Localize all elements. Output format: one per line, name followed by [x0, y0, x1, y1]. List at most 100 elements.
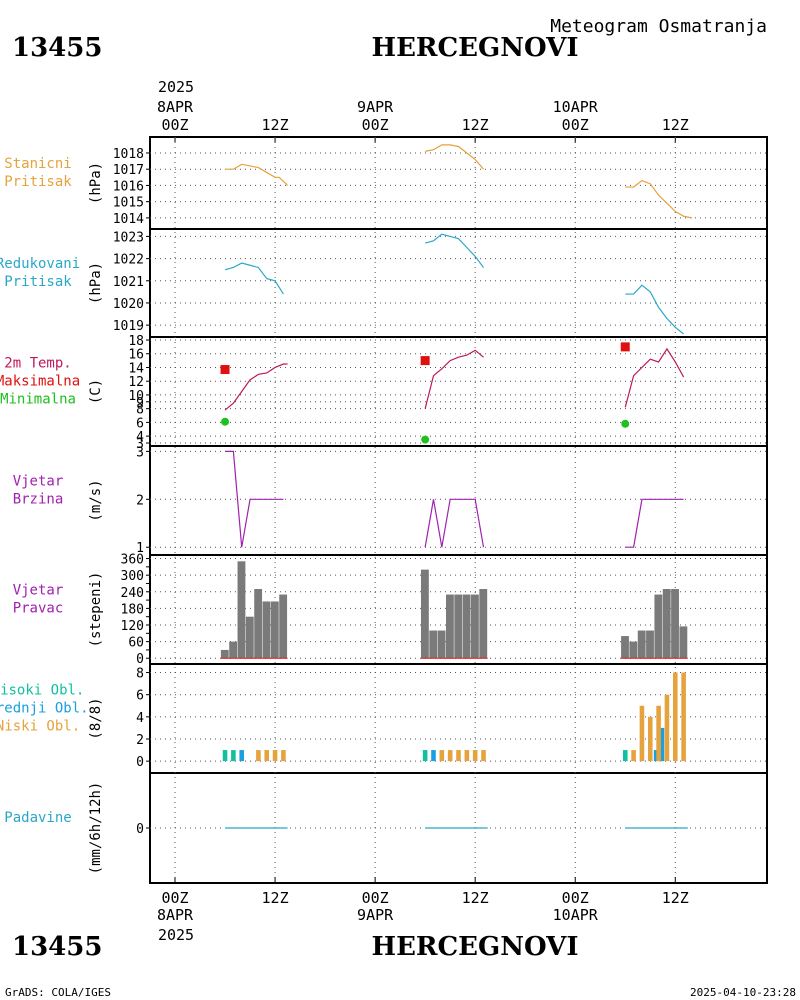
- y-tick-label: 1022: [113, 253, 144, 268]
- wind-direction-bar: [254, 589, 263, 659]
- y-tick-label: 300: [121, 569, 144, 584]
- y-tick-label: 1019: [113, 319, 144, 334]
- y-tick-label: 0: [136, 652, 144, 667]
- cloud-bar-cloud-low: [447, 750, 453, 762]
- wind-direction-bar: [671, 589, 679, 659]
- reduced-pressure-series-line: [424, 233, 484, 268]
- panel-label: Minimalna: [0, 392, 76, 408]
- y-tick-label: 1014: [113, 212, 144, 227]
- wind-direction-bar: [621, 636, 629, 659]
- panel-label: 2m Temp.: [4, 356, 71, 372]
- panel-label: Brzina: [13, 492, 64, 508]
- tmin-marker: [421, 435, 430, 444]
- panel-label: Visoki Obl.: [0, 683, 84, 699]
- temperature-series-line: [424, 349, 484, 409]
- y-tick-label: 60: [128, 636, 144, 651]
- y-tick-label: 16: [128, 348, 144, 363]
- wind-direction-bar: [445, 594, 454, 659]
- y-tick-label: 1018: [113, 147, 144, 162]
- cloud-bar-cloud-mid: [659, 727, 665, 762]
- temperature-series-line: [624, 347, 685, 408]
- y-tick-label: 3: [136, 445, 144, 460]
- tmin-marker: [221, 417, 230, 426]
- cloud-bar-cloud-low: [664, 694, 670, 762]
- station-id-top: 13455: [12, 33, 102, 63]
- wind-direction-bar: [479, 589, 488, 659]
- cloud-bar-cloud-low: [472, 750, 478, 762]
- wind-direction-bar: [471, 594, 479, 659]
- station-pressure-series-line: [225, 163, 288, 186]
- station-pressure-series-line: [625, 179, 693, 219]
- timestamp-text: 2025-04-10-23:28: [690, 986, 796, 999]
- bottom-tick-label: 12Z: [462, 889, 489, 907]
- cloud-bar-cloud-high: [622, 750, 628, 762]
- y-axis-label: (8/8): [88, 697, 104, 739]
- y-tick-label: 4: [136, 711, 144, 726]
- y-axis-label: (hPa): [88, 162, 104, 204]
- y-tick-label: 4: [136, 430, 144, 445]
- bottom-tick-label: 00Z: [562, 889, 589, 907]
- cloud-bar-cloud-low: [256, 750, 261, 762]
- bottom-tick-label: 10APR: [553, 906, 599, 924]
- bottom-tick-label: 00Z: [161, 889, 188, 907]
- y-tick-label: 3: [136, 437, 144, 452]
- y-tick-label: 1021: [113, 275, 144, 290]
- wind-direction-bar: [629, 641, 638, 659]
- cloud-bar-cloud-low: [481, 750, 486, 762]
- chart-title: Meteogram Osmatranja: [550, 16, 767, 37]
- bottom-tick-label: 8APR: [157, 906, 194, 924]
- cloud-bar-cloud-high: [222, 750, 228, 762]
- panel-label: Vjetar: [13, 474, 64, 490]
- cloud-bar-cloud-mid: [239, 750, 245, 762]
- cloud-bar-cloud-mid: [653, 750, 659, 762]
- tmax-marker: [220, 365, 230, 375]
- reduced-pressure-series-line: [625, 284, 684, 335]
- wind-direction-bar: [679, 626, 688, 659]
- cloud-bar-cloud-low: [464, 750, 470, 762]
- bottom-tick-label: 9APR: [357, 906, 394, 924]
- cloud-bar-cloud-mid: [431, 750, 436, 762]
- bottom-tick-label: 12Z: [662, 889, 689, 907]
- wind-direction-bar: [637, 630, 646, 659]
- y-axis-label: (stepeni): [88, 572, 104, 648]
- wind-speed-series-line: [424, 498, 485, 548]
- y-axis-label: (m/s): [88, 479, 104, 521]
- y-tick-label: 120: [121, 619, 144, 634]
- wind-direction-bar: [437, 630, 446, 659]
- tmax-marker: [620, 342, 630, 352]
- panel-label: Stanicni: [4, 156, 71, 172]
- panel-label: Pritisak: [4, 274, 72, 290]
- y-axis-label: (C): [88, 379, 104, 404]
- reduced-pressure-series-line: [224, 262, 284, 295]
- tmin-marker: [621, 419, 630, 428]
- y-tick-label: 8: [136, 403, 144, 418]
- panel-label: Pravac: [13, 601, 64, 617]
- y-tick-label: 6: [136, 689, 144, 704]
- y-tick-label: 1: [136, 541, 144, 556]
- wind-direction-bar: [220, 649, 229, 659]
- top-tick-label: 00Z: [161, 116, 188, 134]
- credit-text: GrADS: COLA/IGES: [5, 986, 111, 999]
- cloud-bar-cloud-low: [639, 705, 645, 762]
- temperature-series-line: [224, 363, 288, 411]
- wind-speed-panel: Vjetar Brzina (m/s) 1 2 3: [13, 445, 767, 556]
- wind-direction-bar: [429, 630, 438, 659]
- wind-direction-bar: [279, 594, 288, 659]
- y-tick-label: 1020: [113, 297, 144, 312]
- wind-direction-bar: [245, 616, 254, 659]
- cloud-bar-cloud-low: [439, 750, 445, 762]
- cloud-bar-cloud-high: [422, 750, 428, 762]
- wind-direction-bar: [270, 601, 279, 659]
- y-tick-label: 0: [136, 822, 144, 837]
- cloud-cover-panel: Visoki Obl. Srednji Obl. Niski Obl. (8/8) 0 2…: [0, 667, 767, 770]
- panel-label: Niski Obl.: [0, 719, 80, 735]
- top-tick-label: 9APR: [357, 98, 394, 116]
- y-tick-label: 0: [136, 755, 144, 770]
- cloud-bar-cloud-low: [672, 672, 678, 762]
- y-tick-label: 360: [121, 553, 144, 568]
- cloud-bar-cloud-low: [272, 750, 278, 762]
- panel-label: Pritisak: [4, 174, 72, 190]
- y-tick-label: 1023: [113, 230, 144, 245]
- station-name-top: HERCEGNOVI: [372, 33, 579, 63]
